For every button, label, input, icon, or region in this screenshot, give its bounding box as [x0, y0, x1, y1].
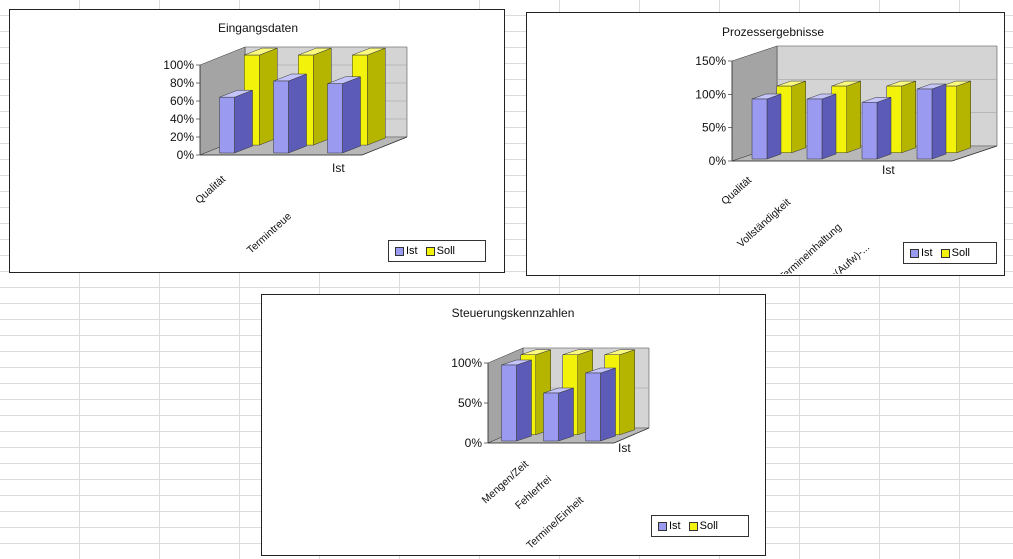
y-tick-label: 100%	[163, 58, 194, 72]
bar-ist	[916, 88, 933, 160]
legend-entry-ist: Ist	[658, 520, 681, 532]
x-tick-label: Fehlerfrei	[513, 473, 554, 512]
x-tick-label: Termineinhaltung	[777, 221, 845, 274]
y-tick-label: 40%	[170, 112, 194, 126]
depth-axis-label: Ist	[332, 161, 345, 175]
bar-soll-side	[956, 80, 971, 154]
legend-swatch-ist	[395, 246, 404, 256]
depth-axis	[613, 427, 650, 444]
chart-legend: Ist Soll	[651, 515, 749, 537]
legend-entry-ist: Ist	[395, 245, 418, 257]
bar-ist	[751, 98, 768, 160]
depth-axis	[951, 145, 998, 162]
legend-swatch-ist	[910, 248, 919, 258]
depth-axis	[361, 136, 408, 156]
bar-ist-side	[558, 387, 574, 442]
legend-label-soll: Soll	[951, 247, 970, 259]
legend-swatch-soll	[688, 521, 698, 531]
x-tick-label: Termine/Einheit	[524, 494, 586, 551]
y-tick-label: 60%	[170, 94, 194, 108]
bar-ist-side	[234, 89, 253, 154]
legend-swatch-ist	[658, 521, 667, 531]
bar-ist-side	[931, 83, 947, 160]
chart-title: Eingangsdaten	[218, 21, 298, 35]
legend-label-ist: Ist	[406, 245, 418, 257]
depth-axis-label: Ist	[618, 441, 631, 455]
bar-soll-side	[619, 349, 635, 436]
legend-swatch-soll	[425, 246, 435, 256]
bar-ist-side	[342, 76, 361, 154]
legend-swatch-soll	[940, 248, 950, 258]
bar-ist	[501, 364, 517, 442]
bar-ist-side	[600, 367, 616, 442]
bar-soll-side	[367, 47, 386, 146]
depth-axis-label: Ist	[882, 163, 895, 177]
bar-soll-side	[846, 80, 861, 154]
chart-legend: Ist Soll	[388, 240, 486, 262]
y-tick-label: 20%	[170, 130, 194, 144]
bar-ist-side	[766, 93, 782, 160]
bar-ist	[327, 83, 343, 154]
y-tick-label: 150%	[695, 54, 726, 68]
bar-ist	[585, 372, 601, 442]
legend-label-ist: Ist	[921, 247, 933, 259]
chart-svg: Eingangsdaten 100% 80% 60% 40% 20% 0% Qualität T…	[163, 21, 408, 256]
y-tick-label: 0%	[465, 436, 483, 450]
legend-entry-soll: Soll	[940, 247, 970, 259]
legend-label-soll: Soll	[699, 520, 718, 532]
y-tick-label: 50%	[702, 121, 726, 135]
chart-steuerungskennzahlen[interactable]: Steuerungskennzahlen 100% 50% 0% Mengen/Zeit…	[261, 294, 766, 556]
bar-ist	[806, 98, 823, 160]
y-tick-label: 50%	[458, 396, 482, 410]
bar-ist	[219, 96, 235, 154]
bar-ist	[543, 392, 559, 442]
chart-legend: Ist Soll	[903, 242, 997, 264]
y-tick-label: 80%	[170, 76, 194, 90]
chart-eingangsdaten[interactable]: Eingangsdaten 100% 80% 60% 40% 20% 0% Qualität T…	[9, 9, 505, 273]
y-tick-label: 0%	[709, 154, 727, 168]
chart-prozessergebnisse[interactable]: Prozessergebnisse 150% 100% 50% 0% Qualität Vo…	[526, 12, 1005, 276]
x-tick-label: Termintreue	[245, 210, 294, 256]
chart-title: Steuerungskennzahlen	[452, 306, 575, 320]
bar-ist-side	[516, 359, 532, 442]
legend-entry-soll: Soll	[688, 520, 718, 532]
bar-ist	[861, 102, 878, 160]
bar-ist-side	[876, 96, 892, 160]
x-tick-label: Qualität	[719, 174, 754, 207]
legend-entry-ist: Ist	[910, 247, 933, 259]
legend-entry-soll: Soll	[425, 245, 455, 257]
y-tick-label: 0%	[177, 148, 195, 162]
y-tick-label: 100%	[451, 356, 482, 370]
bar-soll-side	[901, 80, 916, 154]
chart-title: Prozessergebnisse	[722, 25, 824, 39]
bar-soll-side	[791, 80, 806, 154]
y-tick-label: 100%	[695, 87, 726, 101]
bar-ist-side	[821, 93, 837, 160]
legend-label-ist: Ist	[669, 520, 681, 532]
bar-ist-side	[288, 73, 307, 154]
bar-ist	[273, 80, 289, 154]
x-tick-label: Vollständigkeit	[735, 196, 793, 250]
legend-label-soll: Soll	[436, 245, 455, 257]
chart-svg: Steuerungskennzahlen100%50%0%Mengen/Zeit…	[451, 306, 650, 552]
x-tick-label: Qualität	[193, 173, 228, 206]
chart-svg: Prozessergebnisse 150% 100% 50% 0% QualitätVo…	[695, 25, 998, 274]
